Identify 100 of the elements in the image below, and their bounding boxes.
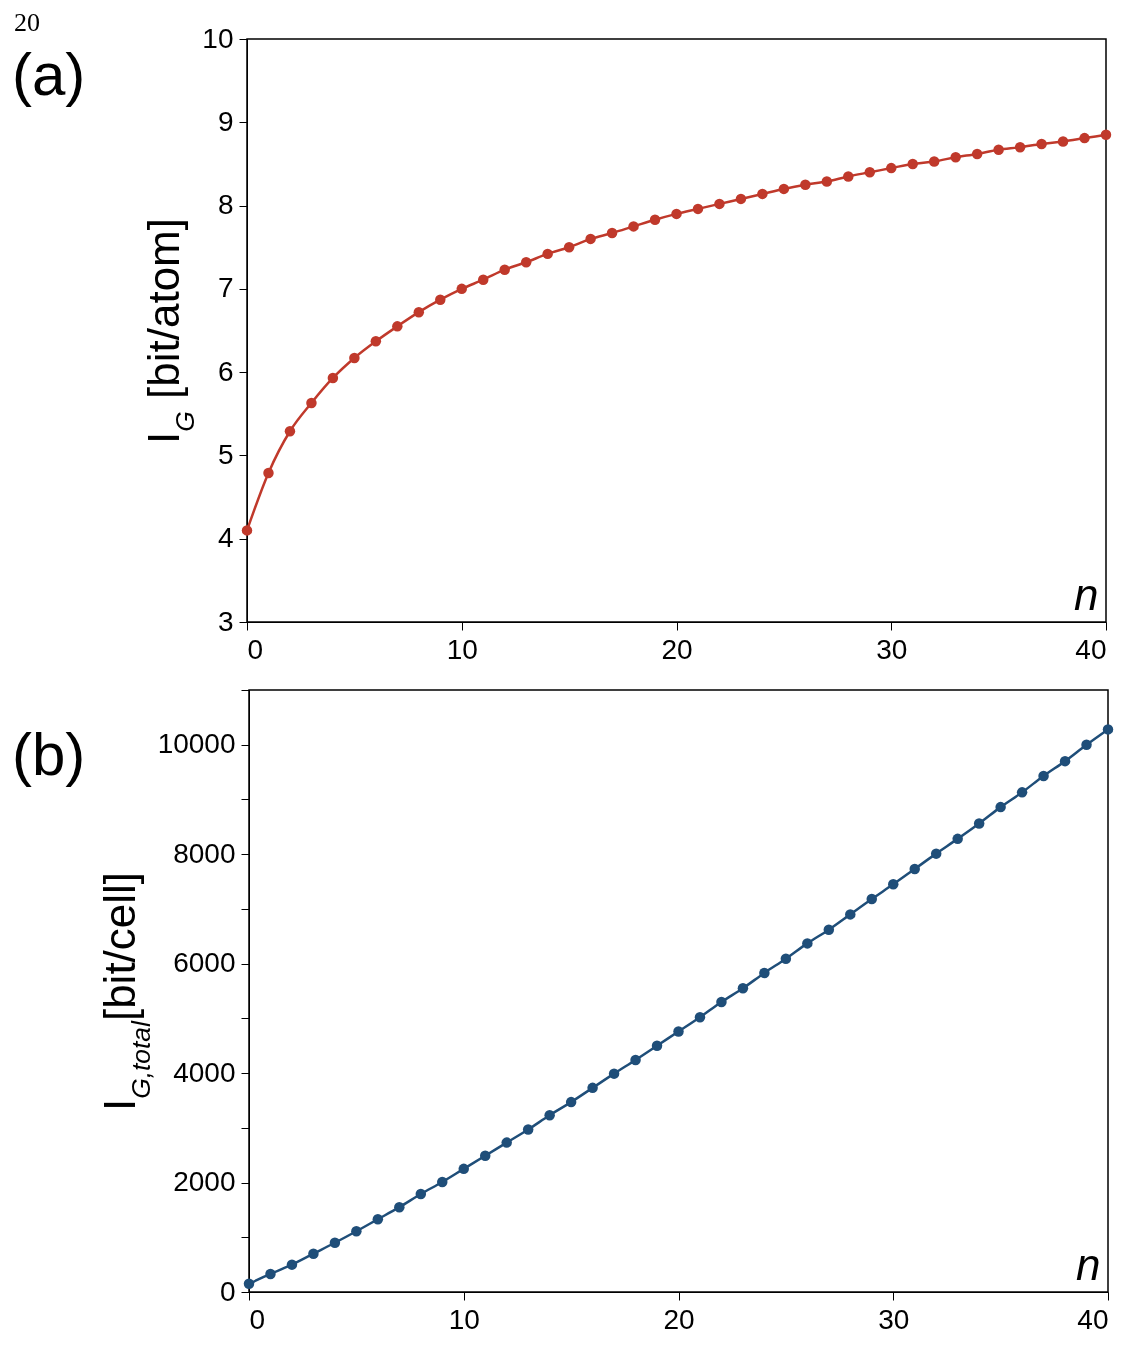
y-tick-label: 4 [217, 522, 234, 554]
point [413, 306, 425, 318]
point [608, 1068, 620, 1079]
point [563, 241, 575, 253]
x-tick-label: 20 [661, 633, 693, 665]
point [716, 996, 727, 1008]
point [800, 179, 811, 190]
x-tick-label: 20 [663, 1303, 695, 1335]
point [821, 176, 833, 187]
point [1100, 129, 1112, 141]
point [477, 274, 489, 285]
point [973, 818, 985, 829]
point [714, 198, 725, 210]
y-tick-label: 7 [217, 272, 234, 304]
y-tick-label: 6 [217, 355, 234, 387]
point [351, 1226, 362, 1237]
point [306, 397, 317, 409]
point [456, 283, 467, 295]
point [909, 863, 920, 875]
point [501, 1137, 512, 1148]
point [930, 848, 942, 859]
point [394, 1201, 405, 1213]
point [1059, 755, 1071, 767]
point [372, 1213, 384, 1225]
point [520, 256, 532, 268]
point [479, 1150, 491, 1161]
text: 20 [14, 8, 40, 38]
point [1036, 138, 1047, 150]
x-tick-label: 40 [1077, 1303, 1109, 1335]
y-tick-label: 10 [202, 22, 234, 54]
point [308, 1248, 319, 1259]
x-tick-label: 40 [1075, 633, 1107, 665]
point [499, 264, 510, 275]
y-tick-label: 4000 [173, 1056, 236, 1088]
y-tick-label: 8 [217, 189, 234, 221]
point [843, 171, 854, 182]
y-tick-label: 3 [217, 605, 234, 637]
point [864, 167, 876, 178]
point [522, 1124, 534, 1135]
point [628, 221, 639, 232]
point [1102, 724, 1114, 735]
y-tick-label: 5 [217, 438, 234, 470]
y-tick-label: 2000 [173, 1166, 236, 1198]
point [671, 208, 682, 220]
x-tick-label: 30 [876, 633, 908, 665]
point [1014, 142, 1026, 153]
point [950, 152, 961, 163]
point [907, 158, 918, 170]
point [349, 352, 360, 364]
point [415, 1188, 427, 1200]
point [458, 1163, 469, 1175]
point [585, 233, 596, 245]
point [544, 1110, 555, 1121]
point [630, 1054, 641, 1066]
point [735, 193, 747, 205]
x-axis-title: n [1074, 569, 1099, 619]
point [565, 1096, 577, 1108]
point [845, 909, 856, 920]
point [263, 467, 274, 479]
point [757, 188, 768, 200]
point [886, 162, 897, 174]
x-tick-label: 0 [247, 633, 264, 665]
point [802, 938, 813, 949]
point [780, 953, 792, 964]
x-tick-label: 30 [878, 1303, 910, 1335]
point [542, 248, 553, 260]
point [952, 833, 963, 845]
point [823, 924, 835, 935]
point [993, 144, 1004, 155]
point [971, 148, 983, 160]
point [866, 893, 878, 905]
x-tick-label: 0 [249, 1303, 266, 1335]
point [329, 1237, 341, 1248]
point [995, 801, 1006, 813]
point [437, 1176, 448, 1188]
point [1079, 132, 1090, 144]
point [370, 336, 382, 347]
point [435, 294, 446, 305]
text: (b) [12, 720, 86, 789]
point [392, 321, 403, 332]
point [1057, 136, 1069, 147]
point [694, 1012, 706, 1023]
point [888, 879, 899, 890]
point [286, 1259, 298, 1270]
y-tick-label: 10000 [157, 728, 236, 760]
point [737, 983, 749, 994]
point [327, 372, 339, 384]
point [692, 203, 704, 215]
point [778, 183, 790, 195]
point [284, 426, 296, 437]
y-tick-label: 6000 [173, 947, 236, 979]
point [673, 1026, 684, 1037]
point [1038, 770, 1049, 782]
point [241, 525, 253, 536]
x-axis-title: n [1076, 1239, 1101, 1289]
point [1081, 739, 1092, 750]
y-tick-label: 0 [219, 1275, 236, 1307]
point [265, 1268, 276, 1280]
x-tick-label: 10 [448, 1303, 480, 1335]
point [587, 1082, 598, 1094]
